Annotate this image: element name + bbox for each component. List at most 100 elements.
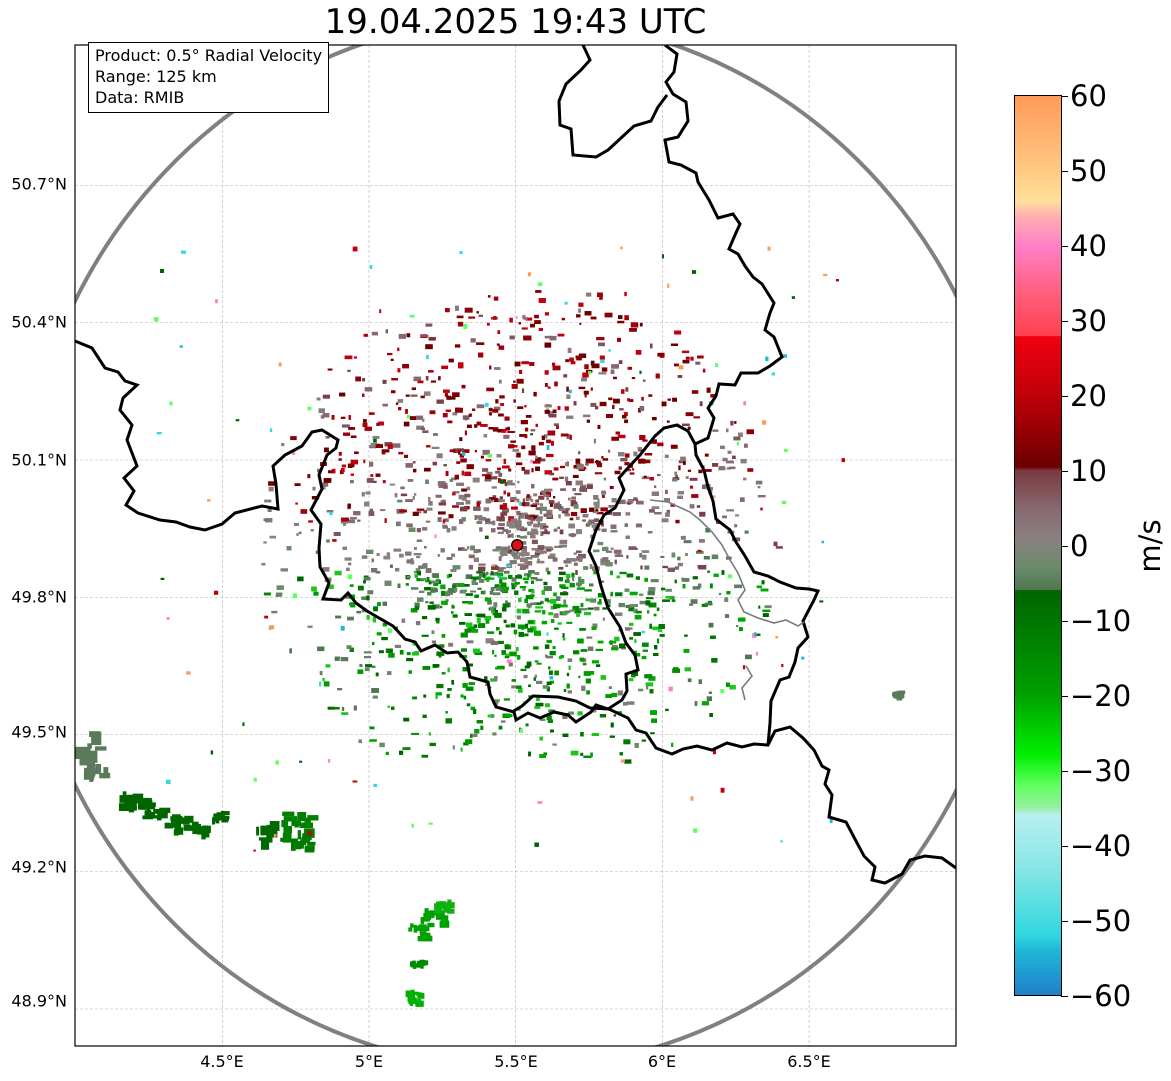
echo-cell: [530, 594, 535, 598]
echo-cell: [677, 495, 683, 499]
echo-cell: [518, 597, 522, 603]
echo-cell: [540, 526, 547, 530]
echo-cell: [620, 458, 628, 462]
echo-cell: [494, 367, 501, 370]
echo-cell: [399, 509, 407, 513]
echo-cell: [471, 580, 476, 585]
echo-cell: [492, 427, 499, 432]
echo-cell: [456, 502, 464, 505]
echo-cell: [614, 554, 623, 557]
echo-cell: [608, 686, 612, 689]
echo-cell: [559, 529, 564, 535]
echo-cell: [485, 459, 492, 462]
echo-cell: [781, 664, 784, 668]
echo-cell: [546, 453, 554, 458]
echo-cell: [539, 523, 547, 528]
echo-cell: [690, 356, 694, 361]
echo-cell: [568, 533, 577, 537]
echo-cell: [502, 607, 507, 612]
echo-cell: [411, 995, 416, 999]
echo-cell: [594, 505, 600, 509]
echo-cell: [183, 819, 190, 825]
echo-cell: [546, 548, 552, 552]
echo-cell: [712, 463, 719, 467]
echo-cell: [485, 498, 491, 504]
echo-cell: [179, 345, 183, 348]
echo-cell: [215, 299, 218, 304]
echo-cell: [524, 598, 528, 604]
echo-cell: [142, 797, 152, 806]
echo-cell: [504, 656, 510, 659]
echo-cell: [197, 829, 206, 835]
colorbar-tick-label: −20: [1070, 679, 1132, 713]
echo-cell: [504, 416, 510, 421]
echo-cell: [542, 550, 547, 554]
echo-cell: [470, 590, 476, 593]
echo-cell: [422, 564, 425, 569]
echo-cell: [611, 647, 619, 651]
echo-cell: [735, 514, 739, 517]
echo-cell: [416, 511, 422, 514]
echo-cell: [269, 428, 273, 433]
echo-cell: [498, 631, 502, 635]
echo-cell: [397, 347, 400, 352]
echo-cell: [771, 372, 775, 376]
echo-cell: [568, 711, 574, 715]
echo-cell: [318, 408, 325, 413]
echo-cell: [500, 479, 505, 484]
echo-cell: [329, 512, 333, 516]
echo-cell: [613, 714, 617, 717]
echo-cell: [498, 379, 502, 384]
echo-cell: [395, 402, 399, 405]
echo-cell: [355, 376, 361, 382]
echo-cell: [311, 496, 320, 500]
echo-cell: [122, 791, 127, 802]
echo-cell: [441, 672, 446, 675]
echo-cell: [698, 469, 703, 474]
echo-cell: [535, 517, 543, 522]
echo-cell: [436, 453, 443, 459]
echo-cell: [478, 563, 486, 566]
echo-cell: [405, 499, 413, 502]
source-label: Data: RMIB: [95, 88, 185, 107]
echo-cell: [530, 577, 538, 580]
echo-cell: [299, 760, 303, 763]
echo-cell: [535, 548, 543, 554]
echo-cell: [545, 567, 549, 572]
echo-cell: [585, 678, 591, 684]
echo-cell: [372, 695, 378, 699]
echo-cell: [662, 599, 670, 602]
river-moselle: [649, 499, 805, 701]
echo-cell: [821, 540, 824, 544]
echo-cell: [695, 361, 701, 365]
echo-cell: [416, 539, 423, 542]
echo-cell: [565, 481, 572, 486]
echo-cell: [605, 562, 613, 567]
echo-cell: [420, 965, 424, 969]
echo-cell: [755, 633, 761, 636]
echo-cell: [572, 488, 576, 492]
echo-cell: [373, 438, 377, 443]
echo-cell: [681, 350, 690, 354]
echo-cell: [654, 645, 658, 650]
echo-cell: [500, 512, 508, 516]
echo-cell: [264, 499, 272, 503]
echo-cell: [508, 468, 512, 472]
echo-cell: [423, 563, 428, 568]
echo-cell: [708, 622, 714, 628]
echo-cell: [486, 471, 493, 476]
echo-cell: [526, 495, 532, 501]
echo-cell: [610, 530, 618, 533]
echo-cell: [522, 577, 530, 581]
echo-cell: [468, 316, 476, 319]
echo-cell: [490, 606, 494, 611]
echo-cell: [474, 594, 479, 598]
lat-label: 49.5°N: [11, 722, 67, 742]
echo-cell: [470, 338, 476, 343]
echo-cell: [651, 491, 659, 496]
echo-cell: [531, 548, 538, 551]
echo-cell: [561, 586, 569, 589]
echo-cell: [425, 344, 433, 350]
echo-cell: [706, 387, 711, 393]
echo-cell: [428, 732, 431, 736]
